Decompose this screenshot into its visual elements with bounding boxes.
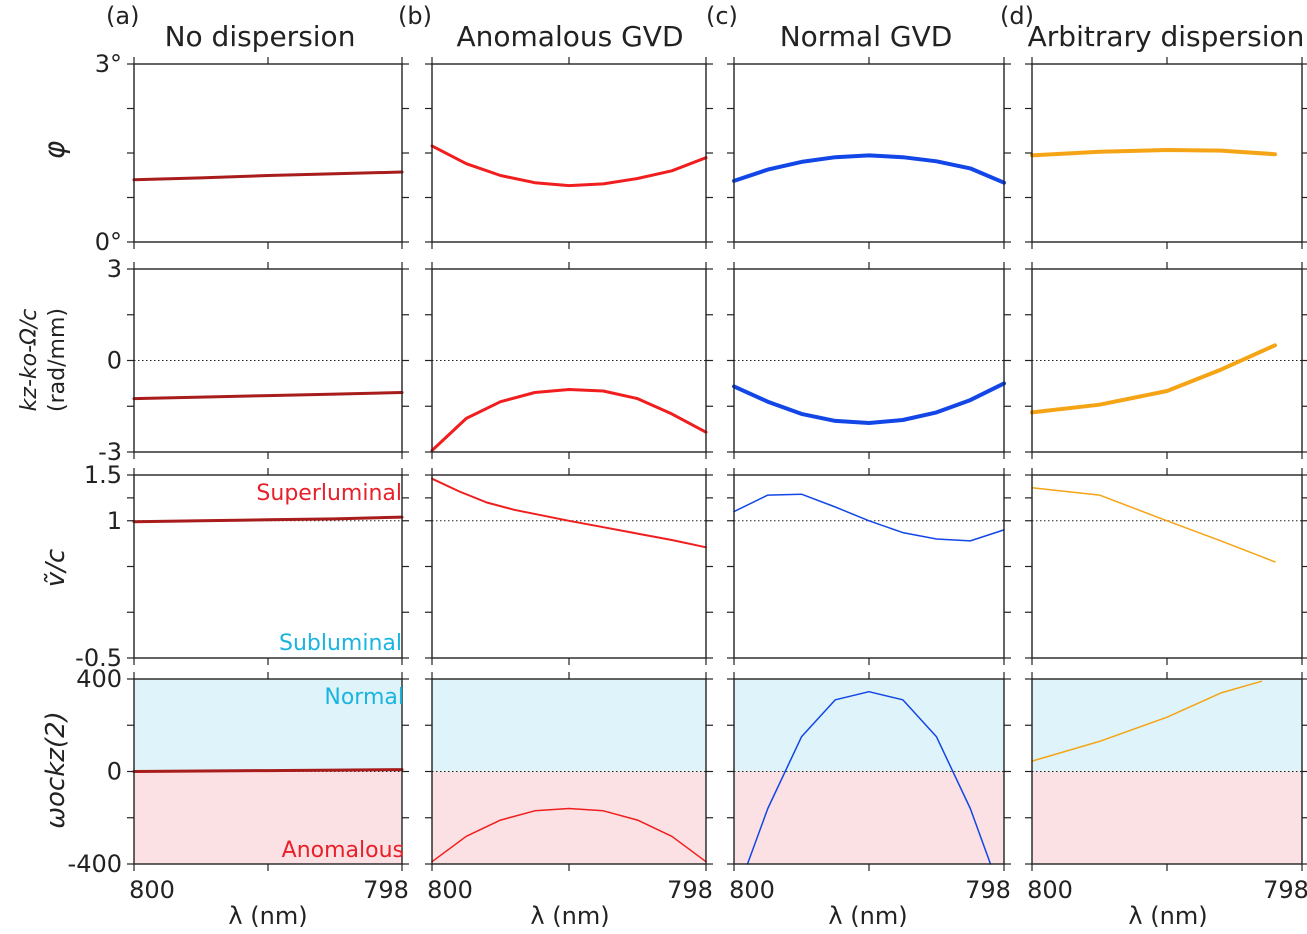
anomalous-region-shade	[134, 771, 402, 864]
column-title-arbitrary-dispersion: Arbitrary dispersion	[1028, 20, 1305, 53]
panel-phi-4	[1025, 57, 1307, 249]
panel-letter-c: (c)	[706, 2, 738, 30]
x-tick-label-798: 798	[1263, 876, 1307, 904]
panel-phi-1	[127, 57, 409, 249]
ylabel-phi: φ	[38, 140, 71, 159]
x-tick-label-800: 800	[1027, 876, 1073, 904]
y-tick-label-v-2: -0.5	[75, 644, 122, 672]
x-tick-label-800: 800	[427, 876, 473, 904]
panel-k2-4	[1025, 672, 1307, 871]
subluminal-label: Subluminal	[279, 631, 402, 656]
series-line-phi-1	[132, 170, 404, 182]
normal-region-shade	[432, 679, 706, 772]
normal-region-shade	[134, 679, 402, 772]
anomalous-region-shade	[734, 771, 1004, 864]
xlabel-col-c: λ (nm)	[828, 902, 907, 930]
y-tick-label-v-0: 1.5	[84, 461, 122, 489]
series-line-dk-2	[430, 388, 708, 452]
ylabel-dk-units: (rad/mm)	[45, 308, 70, 412]
y-tick-label-phi-0: 3°	[95, 50, 122, 78]
x-tick-label-800: 800	[729, 876, 775, 904]
ylabel-k2: ωockz(2)	[41, 711, 71, 829]
x-tick-label-798: 798	[667, 876, 713, 904]
panel-frame	[431, 474, 707, 659]
series-line-dk-3	[732, 381, 1006, 425]
anomalous-region-shade	[1032, 771, 1302, 864]
x-tick-label-798: 798	[363, 876, 409, 904]
ylabel-dk: kz-ko-Ω/c	[17, 309, 42, 412]
series-line-dk-1	[132, 391, 404, 401]
series-line-v-2	[431, 477, 707, 549]
series-line-k2-4	[1031, 680, 1263, 762]
panel-k2-1	[127, 672, 409, 871]
column-title-anomalous-gvd: Anomalous GVD	[456, 20, 683, 53]
ylabel-velocity: ṽ/c	[41, 549, 71, 587]
series-line-phi-2	[430, 144, 708, 188]
series-line-dk-4	[1030, 343, 1277, 415]
series-line-k2-3	[746, 690, 992, 865]
normal-region-shade	[734, 679, 1004, 772]
y-tick-label-dk-2: -3	[98, 438, 122, 466]
superluminal-label: Superluminal	[256, 481, 402, 506]
xlabel-col-a: λ (nm)	[228, 902, 307, 930]
panel-letter-b: (b)	[398, 2, 432, 30]
panel-k2-2	[425, 672, 713, 871]
x-tick-label-798: 798	[965, 876, 1011, 904]
y-tick-label-dk-1: 0	[107, 347, 122, 375]
y-tick-label-k2-1: 0	[107, 758, 122, 786]
y-tick-label-phi-1: 0°	[95, 228, 122, 256]
xlabel-col-b: λ (nm)	[530, 902, 609, 930]
panel-v-3	[727, 468, 1011, 665]
panel-dk-2	[425, 262, 713, 459]
anomalous-region-shade	[432, 771, 706, 864]
series-line-phi-4	[1030, 148, 1277, 158]
panel-phi-2	[425, 57, 713, 249]
anomalous-region-label: Anomalous	[282, 838, 404, 863]
normal-region-label: Normal	[324, 685, 404, 710]
panel-phi-3	[727, 57, 1011, 249]
panel-letter-d: (d)	[1000, 2, 1034, 30]
panel-frame	[1031, 474, 1303, 659]
series-line-k2-2	[431, 807, 707, 863]
panel-dk-1	[127, 262, 409, 459]
panel-frame	[431, 63, 707, 243]
series-line-phi-3	[732, 153, 1006, 185]
panel-v-4	[1025, 468, 1307, 665]
xlabel-col-d: λ (nm)	[1128, 902, 1207, 930]
y-tick-label-dk-0: 3	[107, 255, 122, 283]
series-line-k2-1	[132, 768, 404, 773]
x-tick-label-800: 800	[129, 876, 175, 904]
panel-dk-4	[1025, 262, 1307, 459]
series-line-v-3	[733, 493, 1005, 542]
column-title-no-dispersion: No dispersion	[165, 20, 356, 53]
panel-k2-3	[727, 672, 1011, 871]
normal-region-shade	[1032, 679, 1302, 772]
panel-frame	[133, 63, 403, 243]
series-line-v-4	[1031, 487, 1276, 563]
y-tick-label-k2-2: -400	[68, 850, 122, 878]
y-tick-label-v-1: 1	[107, 507, 122, 535]
panel-v-2	[425, 468, 713, 665]
panel-frame	[733, 474, 1005, 659]
panel-v-1	[127, 468, 409, 665]
panel-dk-3	[727, 262, 1011, 459]
column-title-normal-gvd: Normal GVD	[780, 20, 953, 53]
y-tick-label-k2-0: 400	[76, 665, 122, 693]
series-line-v-1	[132, 515, 404, 524]
panel-frame	[733, 63, 1005, 243]
panel-letter-a: (a)	[106, 2, 139, 30]
